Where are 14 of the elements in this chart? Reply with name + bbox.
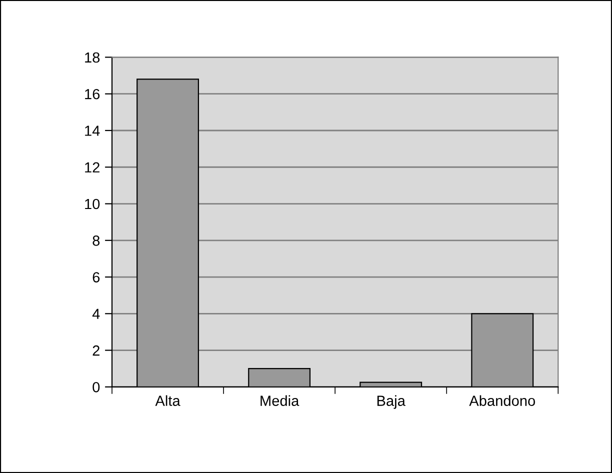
x-tick-label: Abandono	[469, 395, 536, 406]
y-tick-label: 6	[92, 272, 100, 282]
y-tick-label: 16	[85, 88, 100, 100]
y-tick-label: 8	[92, 235, 100, 246]
x-tick-label: Media	[260, 395, 300, 406]
y-tick-label: 18	[85, 52, 100, 63]
y-tick-label: 0	[92, 382, 100, 392]
y-tick-label: 12	[85, 162, 100, 172]
x-tick-label: Alta	[155, 395, 180, 406]
x-tick-label: Baja	[377, 395, 406, 409]
y-tick-label: 2	[92, 345, 100, 356]
y-tick-label: 10	[85, 198, 100, 210]
y-tick-label: 14	[85, 126, 100, 136]
y-tick-label: 4	[92, 308, 100, 319]
